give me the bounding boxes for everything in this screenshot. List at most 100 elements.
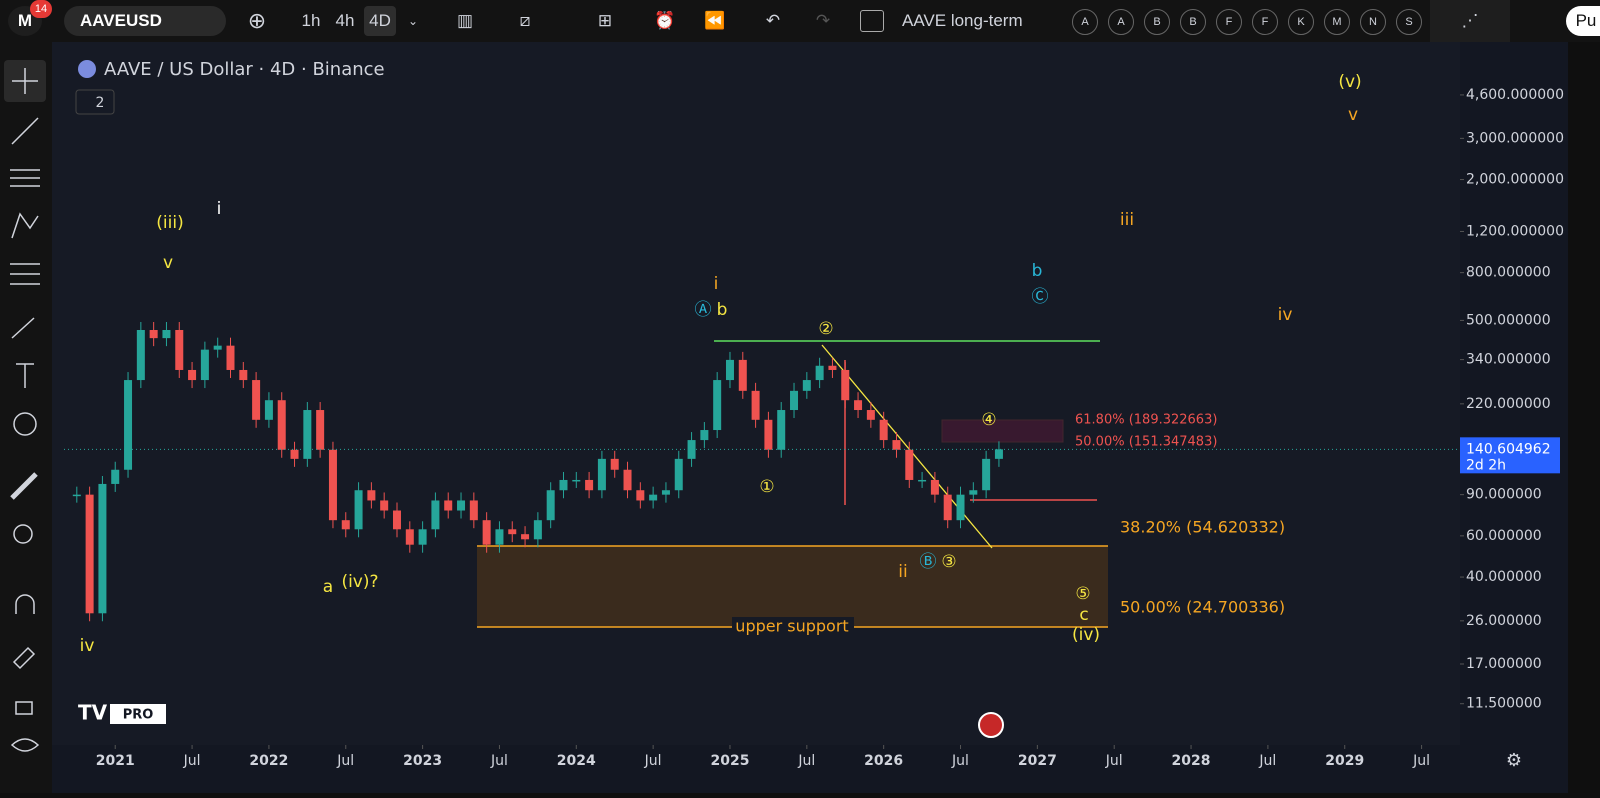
interval-menu[interactable]: ⌄ [407, 14, 419, 28]
settings[interactable]: ⚙ [1506, 750, 1522, 771]
alert-button[interactable]: K [1288, 9, 1314, 35]
candle [226, 345, 235, 370]
crosshair-tool[interactable] [12, 68, 38, 94]
publish[interactable]: Pu [1566, 6, 1600, 36]
price-axis [1460, 42, 1568, 745]
candle [213, 345, 222, 350]
wave-label: (iv)? [341, 572, 378, 592]
alert[interactable]: ⏰ [654, 11, 676, 30]
add-symbol[interactable]: ⊕ [247, 8, 267, 33]
candle [802, 380, 811, 391]
wave-label: iv [80, 636, 95, 656]
candle [162, 329, 171, 339]
lock-tool[interactable] [15, 701, 33, 715]
fib-tool[interactable] [10, 169, 40, 187]
replay[interactable]: ⏪ [704, 11, 726, 30]
alert-button[interactable]: A [1072, 9, 1098, 35]
wave-label: (iii) [156, 213, 183, 233]
measure-tool[interactable] [10, 472, 38, 500]
fib-label: 50.00% (151.347483) [1075, 435, 1217, 450]
alert-button[interactable]: A [1108, 9, 1134, 35]
candle [533, 520, 542, 540]
candle [98, 483, 107, 614]
wave-label: (v) [1338, 72, 1361, 92]
candle [713, 380, 722, 431]
candle [661, 490, 670, 495]
candle [264, 400, 273, 420]
alert-button[interactable]: F [1252, 9, 1278, 35]
candle [149, 329, 158, 339]
redo[interactable]: ↷ [815, 11, 831, 30]
price-tag-label: 140.604962 [1466, 441, 1551, 457]
y-tick-label: 40.000000 [1466, 569, 1542, 585]
alert-button[interactable]: F [1216, 9, 1242, 35]
wave-label: (iv) [1072, 625, 1100, 645]
x-tick-label: 2026 [864, 753, 903, 769]
layout-icon[interactable] [860, 10, 884, 32]
trendline-tool[interactable] [11, 117, 39, 145]
candle [341, 520, 350, 530]
wave-label: a [323, 577, 333, 597]
x-tick-label: 2021 [96, 753, 135, 769]
wave-label: ⑤ [1075, 584, 1090, 604]
candle [469, 500, 478, 521]
candle [636, 490, 645, 501]
tools-menu[interactable]: ⋰ [1430, 0, 1510, 42]
chart-type[interactable]: ▥ [456, 11, 474, 30]
candle [328, 449, 337, 521]
alert-button[interactable]: B [1180, 9, 1206, 35]
candle [175, 329, 184, 370]
price-tag [1460, 437, 1560, 474]
forecast-tool[interactable] [10, 263, 40, 285]
candle [674, 458, 683, 491]
text-tool[interactable] [16, 363, 34, 388]
alert-button[interactable]: M [1324, 9, 1350, 35]
candle [482, 520, 491, 545]
candle [188, 369, 197, 381]
indicator-toggle[interactable] [75, 89, 115, 115]
candle [764, 419, 773, 450]
layouts[interactable]: ⊞ [597, 11, 613, 30]
interval[interactable]: 1h [301, 11, 321, 30]
hide-tool[interactable] [10, 738, 40, 752]
lock-draw-tool[interactable] [12, 646, 36, 670]
wave-label: Ⓐ [695, 300, 712, 320]
candle [725, 359, 734, 381]
logo-text: PRO [123, 708, 154, 723]
countdown-label: 2d 2h [1466, 457, 1506, 473]
chart: (v) v iii iv b Ⓒ (iii) v i i Ⓐ b ② ④ ① Ⓑ… [52, 42, 1600, 793]
wave-label: i [714, 274, 719, 294]
x-tick-label: 2027 [1018, 753, 1057, 769]
zoom-tool[interactable] [13, 524, 33, 544]
alert-button[interactable]: N [1360, 9, 1386, 35]
emoji-tool[interactable] [13, 412, 37, 436]
candle [239, 369, 248, 381]
event-flag[interactable] [978, 712, 1004, 738]
tool-icons [4, 60, 46, 752]
wave-labels: (v) v iii iv b Ⓒ (iii) v i i Ⓐ b ② ④ ① Ⓑ… [80, 72, 1362, 656]
y-tick-label: 4,600.000000 [1466, 87, 1564, 103]
interval[interactable]: 4h [335, 11, 355, 30]
candle [918, 479, 927, 482]
candle [828, 365, 837, 370]
wave-label: iv [1278, 305, 1293, 325]
candle [585, 479, 594, 491]
brush-tool[interactable] [11, 317, 35, 339]
symbol-search[interactable]: AAVEUSD [64, 6, 226, 36]
candle [367, 490, 376, 501]
magnet-tool[interactable] [15, 594, 35, 614]
candle [546, 490, 555, 521]
candle [444, 500, 453, 511]
alert-button[interactable]: B [1144, 9, 1170, 35]
wave-label: ② [818, 319, 833, 339]
layout-name[interactable]: AAVE long-term [902, 11, 1023, 30]
undo[interactable]: ↶ [765, 11, 781, 30]
candle [392, 510, 401, 530]
indicators[interactable]: ⧄ [519, 11, 531, 30]
wave-label: ③ [941, 552, 956, 572]
wave-label: ④ [981, 410, 996, 430]
interval[interactable]: 4D [364, 6, 396, 36]
pattern-tool[interactable] [11, 212, 39, 239]
alert-button[interactable]: S [1396, 9, 1422, 35]
x-tick-label: 2023 [403, 753, 442, 769]
